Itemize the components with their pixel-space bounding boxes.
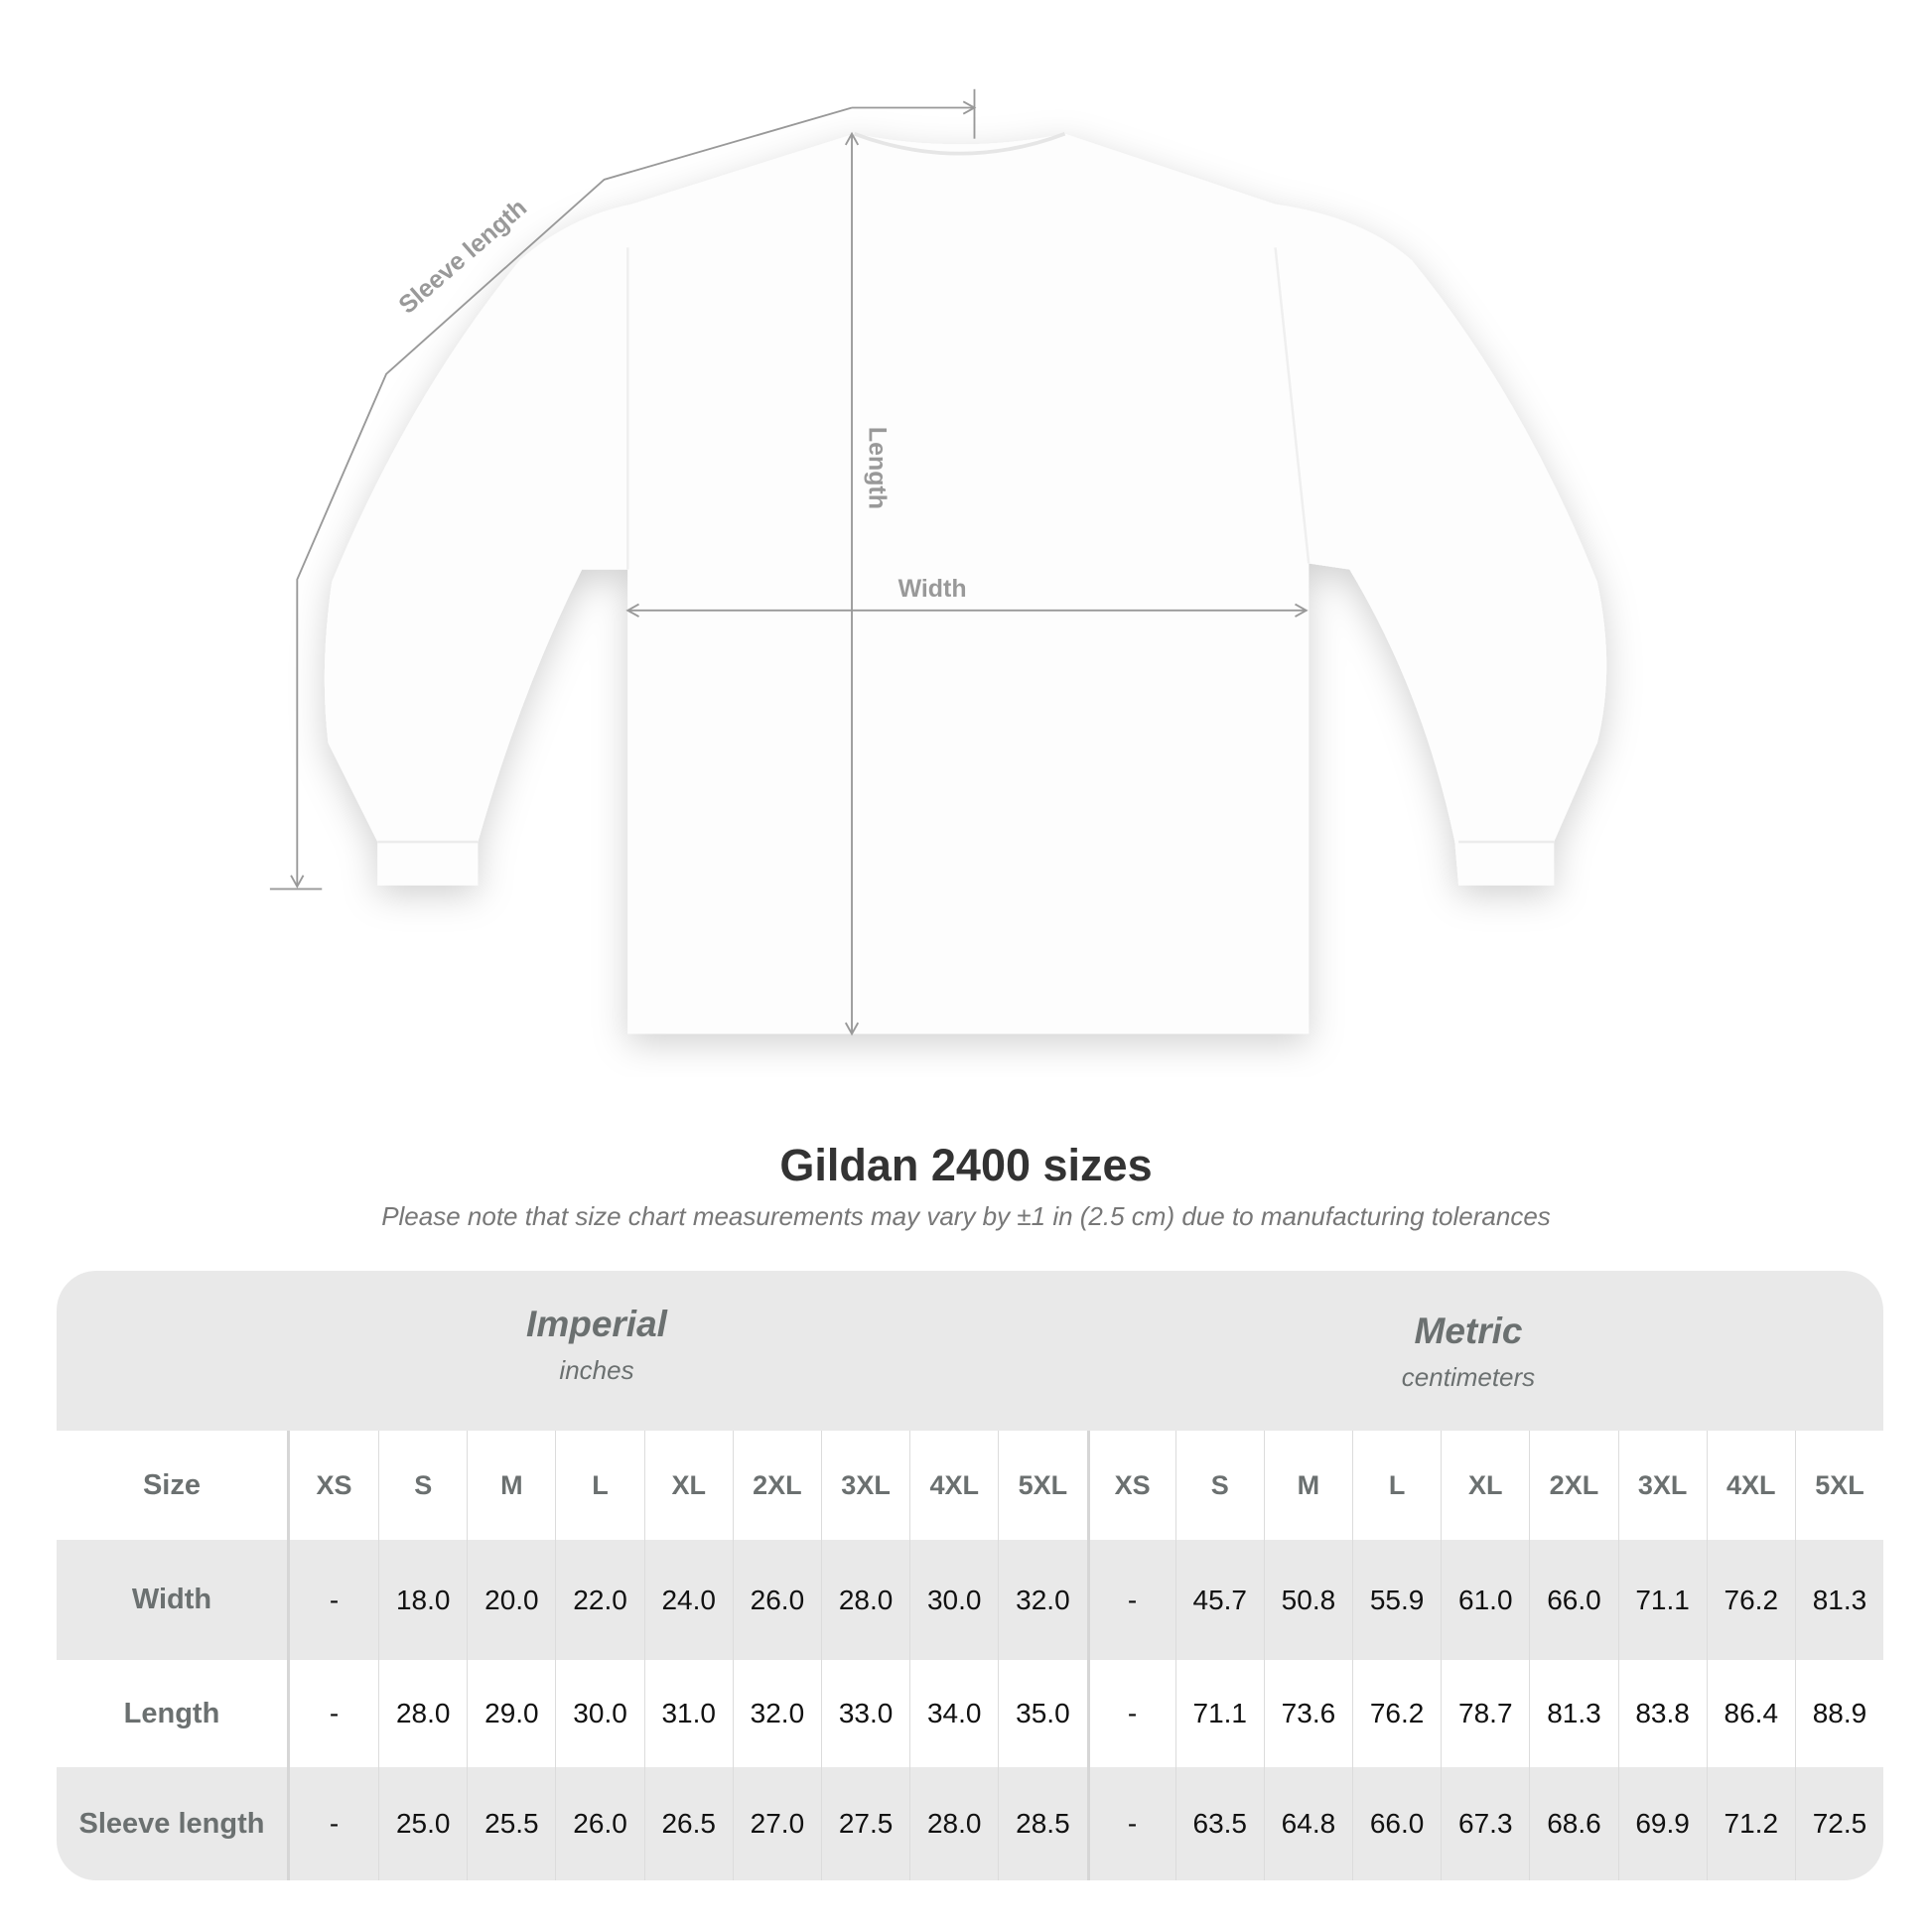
- metric-header: Metric centimeters: [1171, 1311, 1766, 1393]
- table-cell: 18.0: [378, 1540, 467, 1660]
- row-label: Width: [57, 1540, 290, 1660]
- row-label: Length: [57, 1660, 290, 1767]
- table-cell: 78.7: [1441, 1660, 1529, 1767]
- table-cell: 76.2: [1352, 1660, 1441, 1767]
- table-cell: -: [1086, 1660, 1175, 1767]
- table-cell: -: [1086, 1767, 1175, 1880]
- table-row: Sleeve length -25.0 25.5 26.0 26.5 27.0 27.5 28…: [57, 1767, 1883, 1880]
- table-cell: 67.3: [1441, 1767, 1529, 1880]
- metric-title: Metric: [1414, 1311, 1523, 1351]
- table-cell: 34.0: [909, 1660, 998, 1767]
- table-cell: 50.8: [1263, 1540, 1352, 1660]
- table-cell: 86.4: [1706, 1660, 1795, 1767]
- table-cell: 30.0: [555, 1660, 643, 1767]
- length-label: Length: [863, 427, 891, 509]
- size-header-cell: 4XL: [909, 1431, 998, 1540]
- table-cell: 28.5: [998, 1767, 1086, 1880]
- table-cell: 25.5: [467, 1767, 555, 1880]
- table-cell: 26.0: [732, 1540, 821, 1660]
- table-cell: 30.0: [909, 1540, 998, 1660]
- size-header-cell: 3XL: [1617, 1431, 1707, 1540]
- table-cell: 55.9: [1352, 1540, 1441, 1660]
- tolerance-note: Please note that size chart measurements…: [381, 1201, 1551, 1231]
- table-cell: 64.8: [1263, 1767, 1352, 1880]
- width-label: Width: [898, 575, 967, 603]
- table-cell: 45.7: [1174, 1540, 1264, 1660]
- table-cell: 25.0: [378, 1767, 467, 1880]
- size-header-cell: XS: [316, 1469, 352, 1500]
- table-row: Width -18.0 20.0 22.0 24.0 26.0 28.0 30.0 32.0-4…: [57, 1540, 1883, 1660]
- table-cell: 24.0: [643, 1540, 733, 1660]
- table-cell: 20.0: [467, 1540, 555, 1660]
- size-header-row: Size XS S M L XL 2XL 3XL 4XL 5XL XS S M L XL 2XL 3XL 4XL 5…: [57, 1431, 1883, 1540]
- table-cell: -: [329, 1584, 340, 1615]
- table-cell: 66.0: [1352, 1767, 1441, 1880]
- table-cell: -: [1086, 1540, 1175, 1660]
- row-label: Sleeve length: [57, 1767, 290, 1880]
- size-header-cell: 4XL: [1706, 1431, 1795, 1540]
- table-cell: 63.5: [1174, 1767, 1264, 1880]
- size-header-cell: 5XL: [1794, 1431, 1883, 1540]
- page-title: Gildan 2400 sizes: [779, 1140, 1153, 1190]
- imperial-unit: inches: [559, 1355, 634, 1385]
- table-cell: 26.5: [643, 1767, 733, 1880]
- table-cell: 83.8: [1617, 1660, 1707, 1767]
- table-cell: 22.0: [555, 1540, 643, 1660]
- size-header-cell: 5XL: [998, 1431, 1086, 1540]
- table-cell: 32.0: [732, 1660, 821, 1767]
- unit-header-band: [57, 1271, 1883, 1431]
- size-header-cell: 2XL: [732, 1431, 821, 1540]
- table-cell: 27.5: [820, 1767, 909, 1880]
- size-header-cell: M: [467, 1431, 555, 1540]
- table-cell: 71.2: [1706, 1767, 1795, 1880]
- table-cell: 61.0: [1441, 1540, 1529, 1660]
- table-cell: 29.0: [467, 1660, 555, 1767]
- size-header-cell: S: [1174, 1431, 1264, 1540]
- table-cell: 28.0: [378, 1660, 467, 1767]
- table-cell: 73.6: [1263, 1660, 1352, 1767]
- size-header-cell: 2XL: [1529, 1431, 1617, 1540]
- table-cell: 76.2: [1706, 1540, 1795, 1660]
- table-cell: 66.0: [1529, 1540, 1617, 1660]
- table-row: Length -28.0 29.0 30.0 31.0 32.0 33.0 34.0 35.0-…: [57, 1660, 1883, 1767]
- size-header-cell: L: [1352, 1431, 1441, 1540]
- table-cell: -: [329, 1698, 340, 1728]
- size-header-cell: M: [1263, 1431, 1352, 1540]
- size-header-cell: XL: [643, 1431, 733, 1540]
- imperial-header: Imperial inches: [299, 1304, 895, 1386]
- row-label: Size: [57, 1431, 290, 1540]
- table-cell: 71.1: [1617, 1540, 1707, 1660]
- table-cell: 26.0: [555, 1767, 643, 1880]
- size-header-cell: S: [378, 1431, 467, 1540]
- sleeve-length-measure-line: [269, 88, 977, 891]
- metric-unit: centimeters: [1401, 1362, 1536, 1392]
- table-cell: 31.0: [643, 1660, 733, 1767]
- table-cell: -: [329, 1808, 340, 1839]
- table-cell: 27.0: [732, 1767, 821, 1880]
- table-cell: 28.0: [909, 1767, 998, 1880]
- size-header-cell: XL: [1441, 1431, 1529, 1540]
- shirt-diagram: Sleeve length Length Width: [269, 88, 1607, 1036]
- table-cell: 81.3: [1794, 1540, 1883, 1660]
- table-cell: 88.9: [1794, 1660, 1883, 1767]
- imperial-title: Imperial: [526, 1304, 667, 1344]
- table-cell: 33.0: [820, 1660, 909, 1767]
- table-cell: 35.0: [998, 1660, 1086, 1767]
- table-cell: 28.0: [820, 1540, 909, 1660]
- table-cell: 69.9: [1617, 1767, 1707, 1880]
- table-cell: 68.6: [1529, 1767, 1617, 1880]
- size-table: Imperial inches Metric centimeters Size X…: [57, 1271, 1883, 1880]
- size-header-cell: L: [555, 1431, 643, 1540]
- table-cell: 32.0: [998, 1540, 1086, 1660]
- size-header-cell: 3XL: [820, 1431, 909, 1540]
- table-cell: 72.5: [1794, 1767, 1883, 1880]
- size-header-cell: XS: [1086, 1431, 1175, 1540]
- table-cell: 81.3: [1529, 1660, 1617, 1767]
- table-cell: 71.1: [1174, 1660, 1264, 1767]
